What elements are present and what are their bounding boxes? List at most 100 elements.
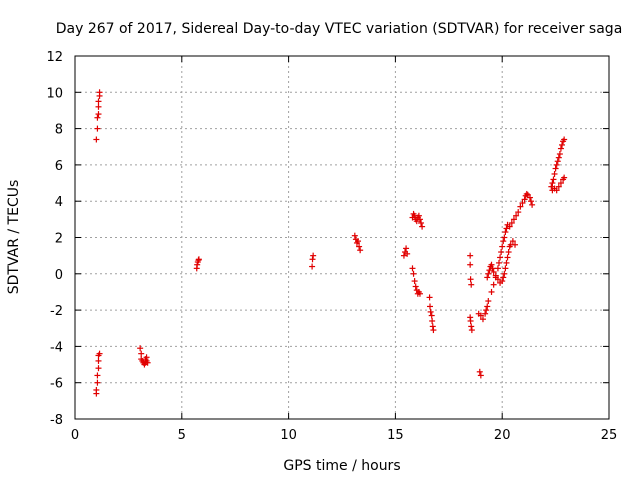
data-point (468, 327, 475, 334)
x-tick-label: 0 (71, 428, 79, 443)
y-tick-label: -4 (50, 340, 63, 355)
data-point (416, 290, 423, 297)
x-tick-label: 20 (494, 428, 511, 443)
x-tick-label: 10 (280, 428, 297, 443)
data-point (95, 103, 102, 110)
data-point (95, 357, 102, 364)
data-point (515, 209, 522, 216)
data-point (355, 238, 362, 245)
data-point (492, 274, 499, 281)
data-points (93, 89, 568, 397)
y-tick-label: -8 (50, 413, 63, 428)
data-point (501, 234, 508, 241)
x-tick-label: 15 (387, 428, 404, 443)
data-point (138, 350, 145, 357)
data-point (488, 288, 495, 295)
data-point (400, 252, 407, 259)
data-point (555, 154, 562, 161)
data-point (195, 256, 202, 263)
y-tick-label: -2 (50, 304, 63, 319)
data-point (94, 114, 101, 121)
data-point (94, 379, 101, 386)
data-point (500, 238, 507, 245)
data-point (551, 170, 558, 177)
data-point (404, 250, 411, 257)
data-point (561, 174, 568, 181)
data-point (526, 194, 533, 201)
axis-ticks (74, 55, 610, 420)
data-point (490, 268, 497, 275)
data-point (467, 261, 474, 268)
data-point (94, 125, 101, 132)
data-point (95, 98, 102, 105)
data-point (477, 372, 484, 379)
data-point (497, 254, 504, 261)
data-point (483, 307, 490, 314)
y-tick-label: 2 (55, 232, 63, 247)
data-point (419, 223, 426, 230)
y-tick-label: 0 (55, 268, 63, 283)
data-point (503, 259, 510, 266)
data-point (552, 165, 559, 172)
data-point (512, 241, 519, 248)
data-point (559, 141, 566, 148)
data-point (519, 200, 526, 207)
data-point (403, 245, 410, 252)
data-point (95, 365, 102, 372)
data-point (495, 259, 502, 266)
data-point (426, 294, 433, 301)
data-point (356, 243, 363, 250)
data-point (529, 201, 536, 208)
data-point (415, 212, 422, 219)
data-point (95, 111, 102, 118)
data-point (96, 89, 103, 96)
data-point (430, 327, 437, 334)
data-point (309, 256, 316, 263)
y-tick-labels: -8 -6 -4 -2 0 2 4 6 8 10 12 (46, 50, 63, 428)
data-point (557, 180, 564, 187)
data-point (485, 270, 492, 277)
data-point (351, 232, 358, 239)
data-point (489, 265, 496, 272)
data-point (499, 278, 506, 285)
data-point (96, 350, 103, 357)
data-point (488, 261, 495, 268)
data-point (409, 265, 416, 272)
data-point (513, 212, 520, 219)
data-point (418, 219, 425, 226)
y-tick-label: 6 (55, 159, 63, 174)
data-point (479, 316, 486, 323)
data-point (548, 183, 555, 190)
data-point (550, 176, 557, 183)
data-point (499, 243, 506, 250)
data-point (429, 317, 436, 324)
x-tick-label: 5 (178, 428, 186, 443)
data-point (508, 219, 515, 226)
data-point (503, 225, 510, 232)
data-point (94, 372, 101, 379)
data-point (427, 308, 434, 315)
y-tick-label: -6 (50, 377, 63, 392)
data-point (556, 151, 563, 158)
data-point (528, 198, 535, 205)
grid (75, 56, 609, 419)
data-point (310, 252, 317, 259)
data-point (523, 190, 530, 197)
data-point (500, 274, 507, 281)
data-point (468, 281, 475, 288)
data-point (557, 145, 564, 152)
data-point (416, 216, 423, 223)
data-point (484, 274, 491, 281)
data-point (554, 158, 561, 165)
x-tick-label: 25 (601, 428, 618, 443)
data-point (412, 283, 419, 290)
x-axis-label: GPS time / hours (283, 458, 400, 474)
y-axis-label: SDTVAR / TECUs (6, 180, 22, 295)
data-point (486, 267, 493, 274)
data-point (411, 278, 418, 285)
data-point (468, 323, 475, 330)
data-point (498, 249, 505, 256)
data-point (137, 345, 144, 352)
data-point (505, 249, 512, 256)
